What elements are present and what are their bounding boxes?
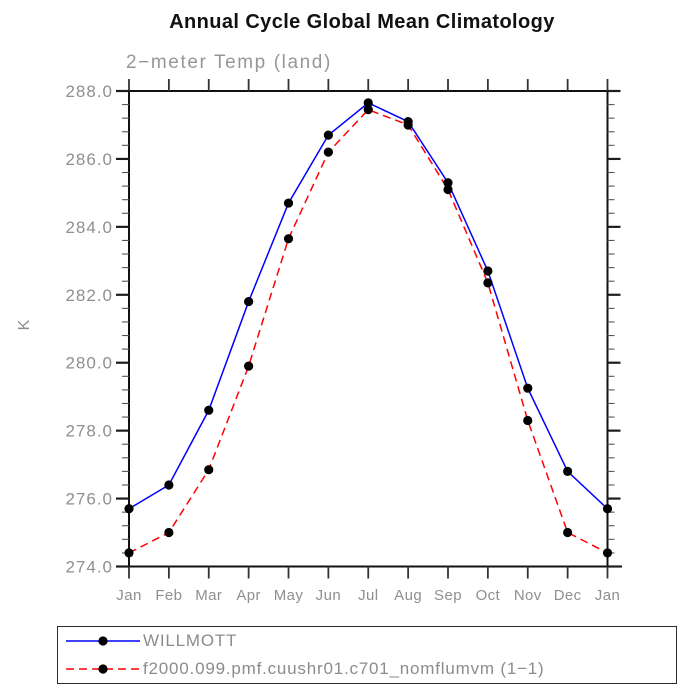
- data-point-marker-s1: [523, 415, 533, 426]
- y-tick-label: 274.0: [65, 558, 113, 577]
- y-tick-label: 280.0: [65, 354, 113, 373]
- data-point-marker-s0: [244, 296, 254, 307]
- y-tick-label: 278.0: [65, 422, 113, 441]
- y-tick-label: 286.0: [65, 150, 113, 169]
- x-tick-label: Jun: [316, 587, 341, 604]
- data-point-marker-s1: [204, 465, 214, 475]
- chart-subtitle: 2−meter Temp (land): [126, 52, 332, 73]
- data-point-marker-s1: [483, 278, 493, 288]
- series-line-0: [128, 102, 609, 510]
- x-tick-label: Dec: [554, 587, 582, 604]
- y-tick-label: 282.0: [65, 286, 113, 305]
- data-point-marker-s1: [403, 120, 413, 130]
- data-point-marker-s0: [443, 178, 453, 188]
- legend-item-willmott: WILLMOTT: [58, 628, 676, 654]
- x-tick-label: Jan: [116, 587, 141, 604]
- x-tick-label: Nov: [514, 587, 542, 604]
- y-tick-label: 288.0: [65, 82, 113, 101]
- legend-label-willmott: WILLMOTT: [143, 631, 238, 650]
- series-line-1: [128, 108, 608, 554]
- data-point-marker-s0: [283, 198, 294, 208]
- legend-marker-dot: [98, 664, 108, 674]
- x-tick-label: Feb: [155, 587, 182, 604]
- legend-sample-solid-line: [66, 636, 140, 646]
- x-tick-label: Apr: [236, 587, 261, 604]
- legend-box: WILLMOTT f2000.099.pmf.cuushr01.c701_nom…: [57, 626, 677, 684]
- data-point-marker-s0: [164, 480, 174, 490]
- legend-label-model: f2000.099.pmf.cuushr01.c701_nomflumvm (1…: [143, 659, 545, 678]
- x-tick-label: Oct: [476, 587, 501, 604]
- x-tick-label: Mar: [195, 587, 222, 604]
- data-point-marker-s1: [602, 548, 613, 558]
- x-tick-label: Jul: [358, 587, 378, 604]
- data-point-marker-s1: [244, 361, 254, 371]
- data-point-marker-s0: [523, 383, 533, 393]
- legend-item-model: f2000.099.pmf.cuushr01.c701_nomflumvm (1…: [58, 656, 676, 682]
- data-point-marker-s1: [563, 527, 573, 538]
- data-point-marker-s1: [443, 184, 453, 195]
- data-point-marker-s0: [204, 405, 214, 415]
- data-point-marker-s0: [124, 504, 134, 514]
- data-point-marker-s0: [483, 266, 493, 276]
- data-point-marker-s1: [363, 105, 373, 115]
- data-point-marker-s0: [363, 98, 373, 108]
- legend-marker-dot: [98, 636, 108, 646]
- data-point-marker-s1: [283, 234, 294, 244]
- data-point-marker-s1: [124, 548, 134, 558]
- data-point-marker-s0: [602, 504, 613, 514]
- legend-sample-dashed-line: [66, 664, 140, 674]
- data-point-marker-s1: [164, 527, 174, 538]
- chart-title: Annual Cycle Global Mean Climatology: [169, 11, 555, 33]
- data-point-marker-s1: [323, 147, 333, 157]
- y-tick-label: 284.0: [65, 218, 113, 237]
- x-tick-label: Aug: [394, 587, 422, 604]
- y-tick-label: 276.0: [65, 490, 113, 509]
- data-point-marker-s0: [323, 130, 333, 140]
- x-tick-label: May: [274, 587, 304, 604]
- x-tick-label: Jan: [595, 587, 620, 604]
- x-tick-label: Sep: [434, 587, 462, 604]
- data-point-marker-s0: [563, 466, 573, 476]
